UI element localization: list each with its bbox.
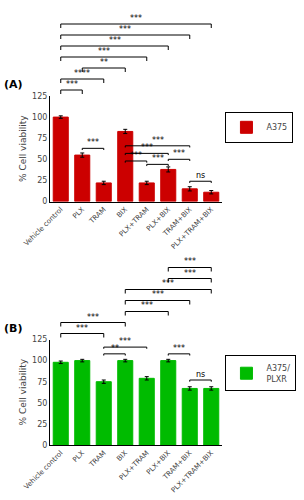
svg-text:**: ** (111, 344, 119, 353)
svg-text:100: 100 (32, 113, 47, 122)
svg-text:TRAM+BIX: TRAM+BIX (161, 205, 194, 238)
svg-text:75: 75 (37, 134, 47, 143)
svg-text:**: ** (100, 58, 108, 67)
svg-text:% Cell viability: % Cell viability (18, 115, 28, 182)
svg-text:***: *** (141, 301, 153, 310)
svg-text:***: *** (184, 257, 196, 266)
svg-text:***: *** (98, 47, 110, 56)
svg-text:A375: A375 (266, 123, 287, 132)
svg-text:TRAM: TRAM (87, 449, 107, 469)
svg-text:% Cell viability: % Cell viability (18, 358, 28, 425)
svg-text:***: *** (141, 143, 153, 152)
svg-text:***: *** (66, 80, 78, 89)
svg-text:***: *** (119, 337, 131, 346)
svg-text:PLX: PLX (71, 449, 86, 464)
svg-text:***: *** (76, 324, 88, 333)
svg-text:50: 50 (37, 155, 47, 164)
svg-text:Vehicle control: Vehicle control (23, 449, 65, 491)
svg-text:0: 0 (42, 441, 47, 450)
svg-text:***: *** (119, 25, 131, 34)
svg-text:100: 100 (32, 356, 47, 365)
svg-text:125: 125 (32, 335, 47, 344)
svg-text:****: **** (74, 69, 90, 78)
svg-text:BIX: BIX (115, 205, 129, 219)
svg-text:ns: ns (196, 171, 205, 180)
svg-text:***: *** (130, 151, 142, 160)
svg-text:***: *** (87, 138, 99, 147)
svg-text:PLX+BIX: PLX+BIX (145, 205, 172, 232)
svg-text:25: 25 (37, 176, 47, 185)
svg-text:***: *** (152, 290, 164, 299)
svg-text:Vehicle control: Vehicle control (23, 206, 65, 248)
svg-text:***: *** (184, 269, 196, 278)
svg-text:PLX+TRAM: PLX+TRAM (118, 206, 151, 239)
svg-text:PLX: PLX (71, 205, 86, 220)
svg-text:***: *** (152, 154, 164, 163)
svg-text:***: *** (173, 344, 185, 353)
svg-text:25: 25 (37, 420, 47, 429)
svg-text:50: 50 (37, 399, 47, 408)
svg-text:PLX+TRAM: PLX+TRAM (118, 449, 151, 482)
svg-text:(A): (A) (4, 78, 23, 91)
svg-text:ns: ns (196, 370, 205, 379)
svg-text:A375/PLXR: A375/PLXR (266, 364, 290, 383)
svg-text:***: *** (162, 279, 174, 288)
svg-text:***: *** (152, 136, 164, 145)
svg-text:(B): (B) (4, 322, 22, 335)
svg-text:PLX+TRAM+BIX: PLX+TRAM+BIX (170, 205, 215, 250)
svg-text:125: 125 (32, 92, 47, 101)
svg-text:***: *** (109, 36, 121, 45)
svg-text:***: *** (173, 149, 185, 158)
svg-text:PLX+BIX: PLX+BIX (145, 449, 172, 476)
svg-text:***: *** (130, 14, 142, 23)
svg-text:0: 0 (42, 197, 47, 206)
svg-text:TRAM: TRAM (87, 206, 107, 226)
svg-text:TRAM+BIX: TRAM+BIX (161, 449, 194, 482)
svg-text:BIX: BIX (115, 449, 129, 463)
svg-text:PLX+TRAM+BIX: PLX+TRAM+BIX (170, 449, 215, 494)
svg-text:***: *** (87, 313, 99, 322)
svg-text:75: 75 (37, 378, 47, 387)
